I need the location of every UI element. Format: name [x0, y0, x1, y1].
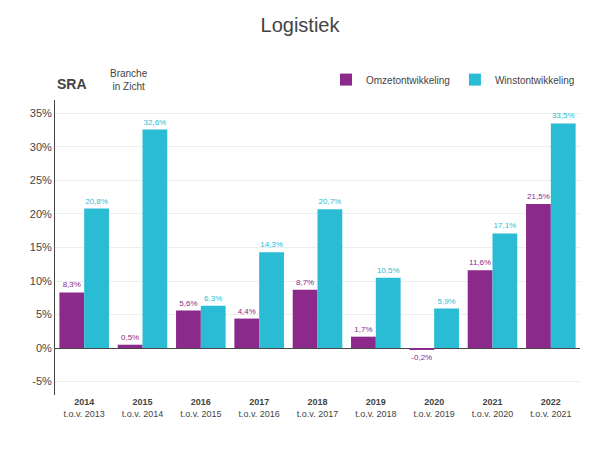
svg-text:2014t.o.v. 2013: 2014t.o.v. 2013	[63, 397, 104, 419]
svg-text:Omzetontwikkeling: Omzetontwikkeling	[366, 75, 450, 86]
svg-text:0%: 0%	[36, 342, 52, 354]
svg-text:-5%: -5%	[32, 375, 52, 387]
svg-text:5,6%: 5,6%	[179, 299, 197, 308]
svg-text:20,8%: 20,8%	[85, 197, 108, 206]
svg-text:25%: 25%	[30, 174, 52, 186]
svg-text:Logistiek: Logistiek	[261, 14, 341, 36]
svg-text:17,1%: 17,1%	[494, 221, 517, 230]
svg-text:20%: 20%	[30, 208, 52, 220]
svg-text:2019t.o.v. 2018: 2019t.o.v. 2018	[355, 397, 396, 419]
svg-text:6,3%: 6,3%	[204, 294, 222, 303]
svg-text:2017t.o.v. 2016: 2017t.o.v. 2016	[238, 397, 279, 419]
svg-text:SRA: SRA	[57, 76, 87, 92]
svg-text:8,3%: 8,3%	[63, 280, 81, 289]
svg-text:4,4%: 4,4%	[238, 307, 256, 316]
svg-text:-0,2%: -0,2%	[411, 353, 432, 362]
svg-text:35%: 35%	[30, 107, 52, 119]
svg-text:5%: 5%	[36, 308, 52, 320]
svg-text:8,7%: 8,7%	[296, 278, 314, 287]
svg-text:2015t.o.v. 2014: 2015t.o.v. 2014	[122, 397, 163, 419]
svg-text:5,9%: 5,9%	[437, 297, 455, 306]
svg-text:11,6%: 11,6%	[469, 258, 491, 267]
svg-text:32,6%: 32,6%	[144, 118, 167, 127]
svg-text:1,7%: 1,7%	[354, 325, 372, 334]
svg-text:21,5%: 21,5%	[527, 192, 550, 201]
svg-text:15%: 15%	[30, 241, 52, 253]
svg-text:10%: 10%	[30, 275, 52, 287]
svg-text:2022t.o.v. 2021: 2022t.o.v. 2021	[530, 397, 571, 419]
svg-text:33,5%: 33,5%	[552, 111, 575, 120]
svg-text:2018t.o.v. 2017: 2018t.o.v. 2017	[297, 397, 338, 419]
svg-text:14,3%: 14,3%	[260, 240, 283, 249]
svg-text:2020t.o.v. 2019: 2020t.o.v. 2019	[413, 397, 454, 419]
svg-text:2016t.o.v. 2015: 2016t.o.v. 2015	[180, 397, 221, 419]
svg-text:2021t.o.v. 2020: 2021t.o.v. 2020	[472, 397, 513, 419]
svg-text:30%: 30%	[30, 141, 52, 153]
svg-text:Winstontwikkeling: Winstontwikkeling	[495, 75, 574, 86]
svg-text:10,5%: 10,5%	[377, 266, 400, 275]
svg-text:Branchein Zicht: Branchein Zicht	[110, 68, 148, 92]
svg-text:20,7%: 20,7%	[319, 197, 342, 206]
svg-text:0,5%: 0,5%	[121, 333, 139, 342]
